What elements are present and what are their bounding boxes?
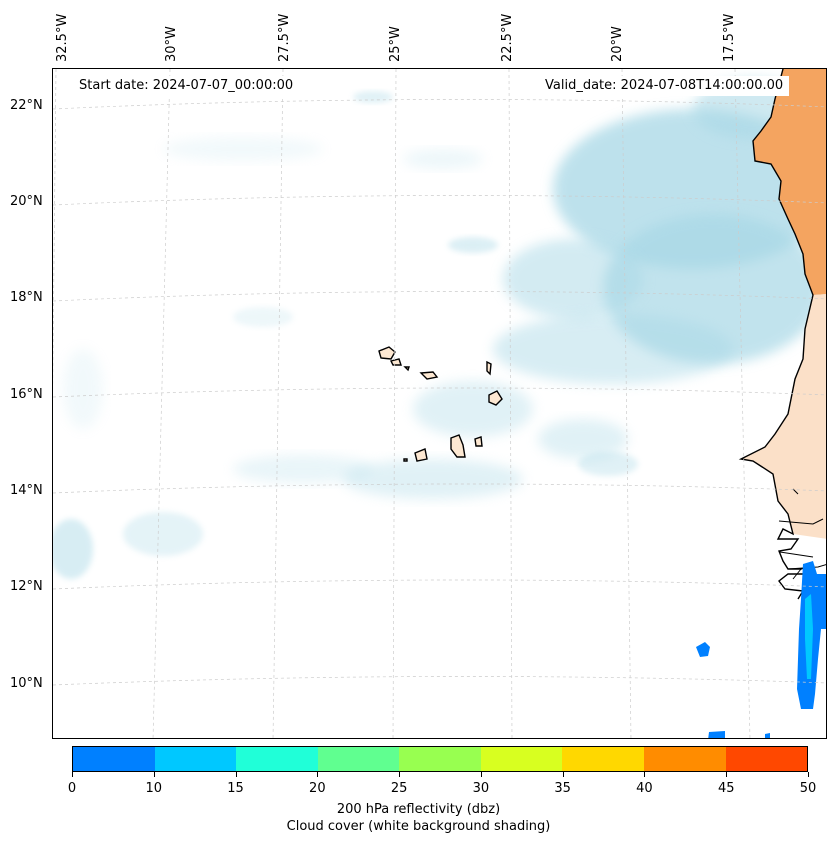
lat-label-12n: 12°N [10,579,43,594]
cloud-cover-layer [53,79,826,579]
lat-label-14n: 14°N [10,483,43,498]
graticule [53,69,826,738]
land-senegal [741,294,826,539]
map-panel[interactable] [52,68,827,739]
colorbar-segment [154,747,237,771]
lat-label-10n: 10°N [10,676,43,691]
colorbar-tick-label: 40 [636,781,653,796]
colorbar-tick-mark [153,772,155,777]
colorbar-tick-mark [480,772,482,777]
valid-date-label: Valid_date: 2024-07-08T14:00:00.00 [539,76,790,96]
colorbar-segment [725,747,808,771]
colorbar-tick-label: 35 [554,781,571,796]
land-mauritania [753,69,826,295]
colorbar-tick-label: 20 [309,781,326,796]
lon-label-17-5w: 17.5°W [722,13,737,62]
lon-label-25w: 25°W [388,26,403,62]
reflectivity-colorbar [72,746,808,772]
lat-label-20n: 20°N [10,194,43,209]
colorbar-tick-label: 30 [472,781,490,796]
colorbar-tick-mark [235,772,237,777]
lon-label-22-5w: 22.5°W [500,13,515,62]
colorbar-tick-label: 0 [67,781,77,796]
colorbar-tick-mark [726,772,728,777]
colorbar-tick-label: 10 [145,781,163,796]
reflectivity-layer [696,561,826,738]
colorbar-tick-label: 50 [799,781,817,796]
colorbar-tick-mark [317,772,319,777]
colorbar-tick-mark [72,772,73,777]
map-canvas[interactable] [53,69,827,739]
colorbar-segment [236,747,318,771]
lat-label-22n: 22°N [10,98,43,113]
colorbar-segment [643,747,726,771]
colorbar-label-reflectivity: 200 hPa reflectivity (dbz) [336,802,501,817]
colorbar-tick-mark [808,772,809,777]
lon-label-20w: 20°W [610,26,625,62]
colorbar-tick-mark [399,772,401,777]
colorbar-tick-label: 15 [227,781,244,796]
colorbar-segment [73,747,155,771]
colorbar-tick-label: 45 [717,781,735,796]
colorbar-segment [399,747,481,771]
colorbar-segment [317,747,400,771]
lat-label-16n: 16°N [10,387,43,402]
colorbar-label-cloud-cover: Cloud cover (white background shading) [286,819,551,834]
lon-label-30w: 30°W [164,26,179,62]
colorbar-tick-label: 25 [390,781,408,796]
colorbar-segment [480,747,563,771]
colorbar-tick-mark [562,772,564,777]
lon-label-27-5w: 27.5°W [277,13,292,62]
start-date-label: Start date: 2024-07-07_00:00:00 [73,76,300,96]
lat-label-18n: 18°N [10,290,43,305]
lon-label-32-5w: 32.5°W [55,13,70,62]
colorbar-segment [562,747,644,771]
coastline-borders [778,488,826,580]
colorbar-tick-mark [644,772,646,777]
cape-verde-islands [378,346,503,462]
